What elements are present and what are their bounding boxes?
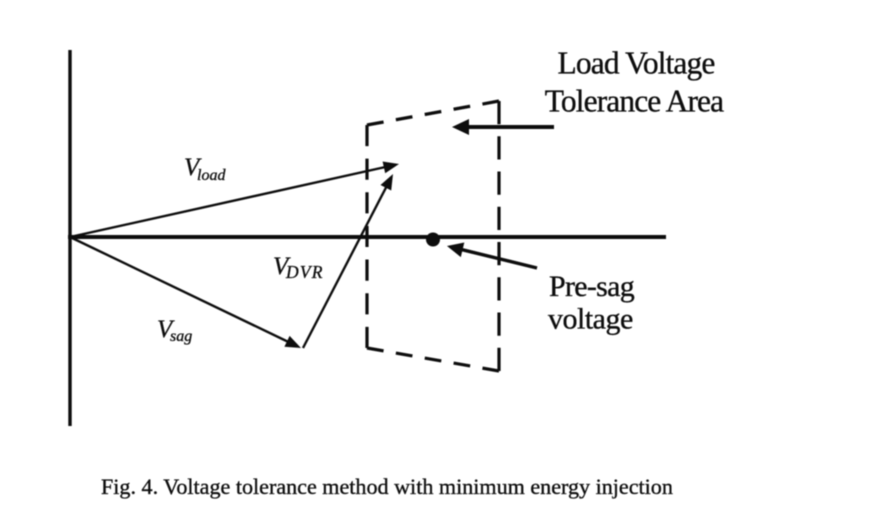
svg-text:sag: sag (170, 328, 192, 345)
svg-text:Tolerance Area: Tolerance Area (545, 84, 724, 119)
svg-text:Pre-sag: Pre-sag (549, 270, 635, 303)
svg-text:V: V (273, 253, 291, 280)
svg-text:Fig. 4. Voltage tolerance meth: Fig. 4. Voltage tolerance method with mi… (101, 474, 673, 499)
svg-text:DVR: DVR (285, 262, 324, 282)
svg-text:Load Voltage: Load Voltage (558, 46, 715, 81)
svg-text:V: V (157, 316, 175, 343)
svg-text:voltage: voltage (548, 303, 633, 336)
svg-text:load: load (197, 167, 226, 184)
svg-text:V: V (184, 154, 202, 181)
